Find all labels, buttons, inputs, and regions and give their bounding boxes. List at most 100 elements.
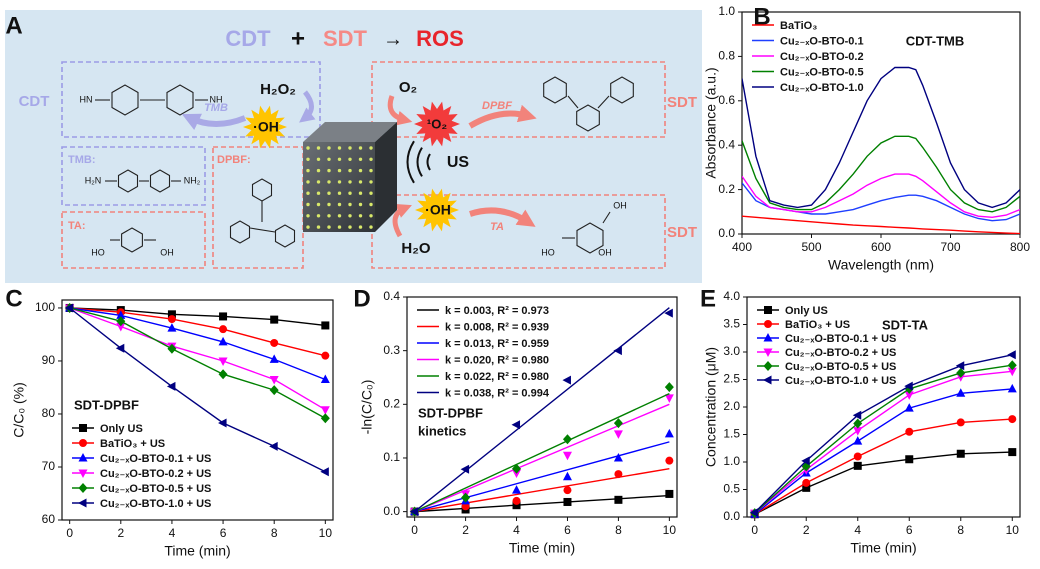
x-tick-label: 4 (513, 523, 520, 537)
cube-dot (316, 191, 321, 195)
legend-label: Cu₂₋ₓO-BTO-1.0 (780, 82, 864, 94)
cube-dot (327, 180, 331, 184)
series-line (69, 307, 326, 419)
label: TA: (68, 220, 86, 232)
cube-dot (348, 180, 352, 184)
data-point (1007, 350, 1016, 360)
ultrasound-wave (406, 140, 415, 184)
data-point (321, 351, 330, 360)
cube-top (303, 122, 397, 142)
legend-marker (78, 483, 88, 493)
legend-label: Only US (100, 423, 143, 435)
cube-dot (337, 191, 342, 195)
cube-dot (337, 146, 342, 150)
y-tick-label: 2.5 (723, 372, 740, 386)
y-tick-label: 80 (42, 406, 56, 420)
data-point (853, 427, 863, 436)
legend-label: Cu₂₋ₓO-BTO-0.1 + US (785, 333, 896, 345)
plot-frame (61, 299, 334, 521)
data-point (664, 308, 673, 318)
panel-letter: C (5, 285, 22, 312)
molecule-ring (576, 104, 600, 132)
label: → (383, 28, 403, 50)
y-tick-label: 2.0 (723, 399, 740, 413)
data-point (665, 489, 674, 498)
data-point (614, 470, 623, 479)
series-line (69, 307, 326, 327)
cube-dot (316, 157, 321, 161)
molecule-bond (597, 95, 610, 109)
molecule-bond (249, 227, 276, 233)
label: DPBF (482, 100, 512, 112)
cube-dot (358, 157, 363, 161)
cube-dot (316, 146, 321, 150)
cube-dot (369, 157, 373, 161)
cube-dot (316, 225, 321, 229)
y-axis-label: Concentration (μM) (703, 347, 719, 467)
y-axis-label: -ln(C/C₀) (359, 380, 375, 435)
y-tick-label: 0.1 (383, 450, 400, 464)
legend-marker (764, 320, 772, 328)
cube-dot (306, 146, 310, 150)
y-tick-label: 3.0 (723, 344, 740, 358)
molecule-ring (610, 76, 634, 104)
label: TMB: (68, 154, 96, 166)
series-line (742, 173, 1020, 219)
singlet-burst (414, 101, 460, 147)
x-tick-label: 700 (940, 240, 960, 254)
label: TA (490, 221, 504, 233)
data-point (116, 310, 126, 319)
data-point (167, 315, 176, 324)
oh-burst-bottom (415, 188, 459, 232)
data-point (269, 385, 279, 396)
legend-label: Cu₂₋ₓO-BTO-0.5 + US (100, 483, 211, 495)
x-tick-label: 600 (871, 240, 891, 254)
data-point (1007, 367, 1017, 377)
data-point (801, 456, 810, 466)
data-point (218, 418, 227, 428)
data-point (64, 303, 74, 313)
sdt-top-box (371, 61, 666, 138)
cube-dot (316, 168, 321, 173)
series-line (742, 182, 1020, 222)
h2o-arrow (392, 203, 412, 238)
label: DPBF: (217, 154, 251, 166)
molecule-ring (229, 220, 251, 244)
x-tick-label: 8 (271, 526, 278, 540)
data-point (905, 455, 914, 464)
label: ¹O₂ (427, 116, 447, 131)
legend-label: Cu₂₋ₓO-BTO-0.5 (780, 66, 864, 78)
y-tick-label: 90 (42, 353, 56, 367)
data-point (664, 428, 674, 438)
data-point (613, 346, 622, 356)
x-tick-label: 8 (615, 523, 622, 537)
legend-marker (78, 469, 88, 478)
data-point (166, 381, 176, 391)
series-line (754, 388, 1013, 515)
y-tick-label: 0.0 (383, 504, 400, 518)
ta-key-box (61, 211, 206, 269)
x-tick-label: 4 (169, 526, 176, 540)
data-point (904, 403, 914, 412)
data-point (320, 413, 330, 424)
fit-line (414, 392, 670, 513)
y-tick-label: 1.0 (723, 454, 740, 468)
y-axis-label: C/C₀ (%) (11, 382, 27, 438)
x-tick-label: 2 (462, 523, 469, 537)
molecule-ring (149, 169, 171, 193)
data-point (614, 495, 623, 504)
data-point (955, 361, 965, 371)
dpbf-key-box (212, 146, 304, 269)
panel-letter: D (353, 285, 370, 312)
annotation: SDT-DPBF (418, 405, 483, 420)
data-point (562, 471, 572, 481)
molecule-ring (543, 76, 567, 104)
label: SDT (667, 94, 697, 111)
data-point (956, 388, 966, 397)
cube-dot (358, 180, 363, 184)
cube-dot (369, 180, 373, 184)
atom-label: OH (160, 247, 174, 257)
atom-label: H₂N (85, 175, 102, 185)
label: O₂ (399, 79, 417, 96)
data-point (320, 374, 330, 384)
